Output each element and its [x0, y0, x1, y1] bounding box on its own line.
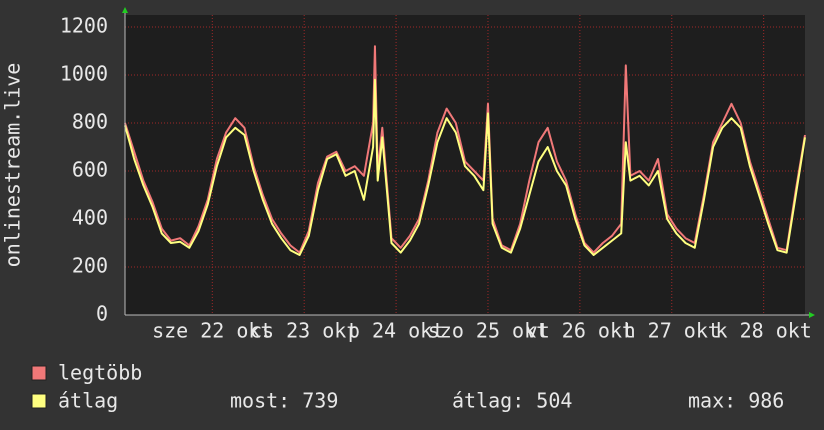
- y-tick-label: 0: [96, 302, 108, 326]
- stat: átlag: 504: [452, 389, 572, 413]
- y-tick-label: 600: [72, 158, 108, 182]
- x-arrow: [809, 312, 815, 318]
- legend-label: átlag: [58, 389, 118, 413]
- x-tick-label: h 27 okt: [624, 319, 720, 343]
- x-tick-label: cs 23 okt: [250, 319, 358, 343]
- y-tick-label: 1000: [60, 62, 108, 86]
- y-tick-label: 800: [72, 110, 108, 134]
- x-tick-label: p 24 okt: [348, 319, 444, 343]
- series-line: [124, 45, 806, 254]
- legend-swatch: [31, 393, 47, 409]
- y-axis-label: onlinestream.live: [1, 63, 25, 268]
- stat: max: 986: [688, 389, 784, 413]
- x-tick-label: sze 22 okt: [152, 319, 272, 343]
- y-arrow: [122, 7, 128, 13]
- y-tick-label: 1200: [60, 14, 108, 38]
- x-tick-label: vt 26 okt: [526, 319, 634, 343]
- x-tick-label: k 28 okt: [715, 319, 811, 343]
- y-tick-label: 400: [72, 206, 108, 230]
- stat: most: 739: [230, 389, 338, 413]
- x-tick-label: szo 25 okt: [428, 319, 548, 343]
- y-tick-label: 200: [72, 254, 108, 278]
- legend-label: legtöbb: [58, 361, 142, 385]
- legend-swatch: [31, 365, 47, 381]
- series-line: [124, 78, 806, 256]
